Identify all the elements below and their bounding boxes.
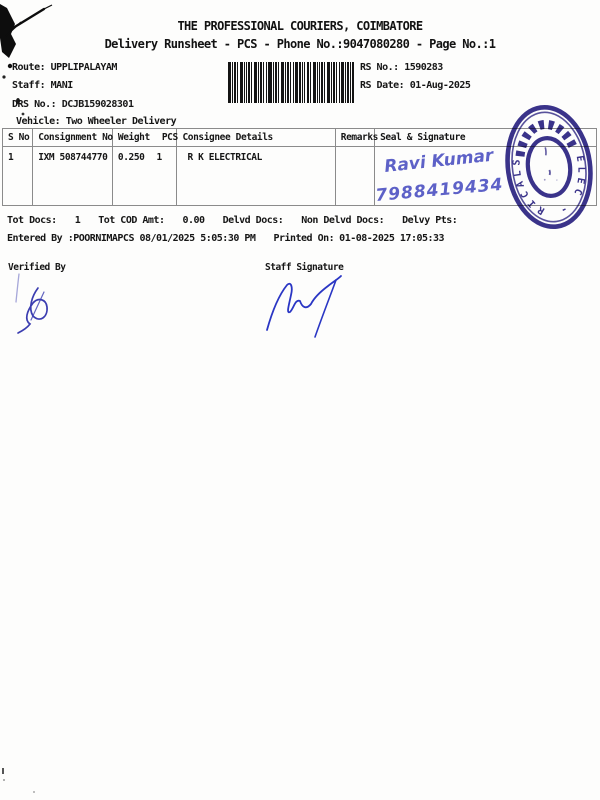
header-s-no: S No <box>1 127 34 148</box>
stamp-top-glyphs <box>515 119 579 157</box>
cell-consignment-no: IXM 508744770 <box>32 146 113 206</box>
staff-signature <box>266 275 342 338</box>
staff-label: Staff: <box>12 80 46 91</box>
table-header-row: S No Consignment No Weight PCS Consignee … <box>1 127 597 148</box>
printed-on-value: 01-08-2025 17:05:33 <box>339 233 445 244</box>
rs-date-label: RS Date: <box>360 80 405 91</box>
tot-docs-value: 1 <box>74 215 81 226</box>
drs-value: DCJB159028301 <box>61 99 134 110</box>
delvy-pts-label: Delvy Pts: <box>402 215 458 226</box>
rs-no-label: RS No.: <box>360 62 399 73</box>
cell-weight-pcs: 0.250 1 <box>111 146 178 206</box>
runsheet-table: S No Consignment No Weight PCS Consignee … <box>1 127 597 206</box>
paper-specks <box>2 768 35 793</box>
header-consignment-no: Consignment No <box>32 127 113 148</box>
staff-signature-label: Staff Signature <box>265 262 344 273</box>
header-weight: Weight <box>117 132 150 143</box>
header-seal-signature: Seal & Signature <box>374 127 597 148</box>
cell-seal-signature <box>374 146 597 206</box>
vehicle-line: Vehicle: Two Wheeler Delivery <box>16 116 177 127</box>
barcode <box>228 62 354 103</box>
table-row: 1 IXM 508744770 0.250 1 R K ELECTRICAL <box>1 146 597 206</box>
entered-by-value: POORNIMAPCS 08/01/2025 5:05:30 PM <box>73 233 256 244</box>
page-subtitle: Delivery Runsheet - PCS - Phone No.:9047… <box>104 37 496 51</box>
verified-by-signature <box>15 273 48 334</box>
handwriting-name: Ravi Kumar <box>383 145 495 176</box>
rs-date-value: 01-Aug-2025 <box>409 80 471 91</box>
staff-value: MANI <box>50 80 74 91</box>
header-pcs: PCS <box>161 132 178 143</box>
rs-no-line: RS No.: 1590283 <box>360 62 443 73</box>
cell-consignee: R K ELECTRICAL <box>176 146 336 206</box>
entered-line: Entered By : POORNIMAPCS 08/01/2025 5:05… <box>7 233 445 244</box>
route-label: Route: <box>12 62 46 73</box>
tot-cod-label: Tot COD Amt: <box>98 215 165 226</box>
rubber-stamp: ELEC - RICALS <box>505 105 593 229</box>
delvd-docs-label: Delvd Docs: <box>222 215 284 226</box>
page-title: THE PROFESSIONAL COURIERS, COIMBATORE <box>177 19 423 33</box>
drs-label: DRS No.: <box>12 99 57 110</box>
seal-handwriting: Ravi Kumar 7988419434 <box>375 145 505 206</box>
header-weight-pcs: Weight PCS <box>111 127 178 148</box>
cell-s-no: 1 <box>1 146 34 206</box>
drs-line: DRS No.: DCJB159028301 <box>12 99 134 110</box>
tot-cod-value: 0.00 <box>182 215 205 226</box>
rs-date-line: RS Date: 01-Aug-2025 <box>360 80 471 91</box>
staff-line: Staff: MANI <box>12 80 73 91</box>
vehicle-label: Vehicle: <box>16 116 61 127</box>
vehicle-value: Two Wheeler Delivery <box>65 116 177 127</box>
printed-on-label: Printed On: <box>273 233 335 244</box>
cell-pcs: 1 <box>156 152 163 164</box>
header-consignee-details: Consignee Details <box>176 127 336 148</box>
handwriting-phone: 7988419434 <box>375 175 505 206</box>
rs-no-value: 1590283 <box>404 62 443 73</box>
entered-by-label: Entered By : <box>7 233 74 244</box>
stamp-center-mark <box>544 147 547 156</box>
verified-by-label: Verified By <box>8 262 66 273</box>
route-line: Route: UPPLIPALAYAM <box>12 62 117 73</box>
non-delvd-docs-label: Non Delvd Docs: <box>301 215 385 226</box>
totals-line: Tot Docs: 1 Tot COD Amt: 0.00 Delvd Docs… <box>7 215 458 226</box>
route-value: UPPLIPALAYAM <box>50 62 118 73</box>
cell-remarks <box>334 146 376 206</box>
header-remarks: Remarks <box>334 127 378 148</box>
cell-weight: 0.250 <box>117 152 145 164</box>
scan-ink-artifact <box>0 4 53 116</box>
tot-docs-label: Tot Docs: <box>7 215 57 226</box>
